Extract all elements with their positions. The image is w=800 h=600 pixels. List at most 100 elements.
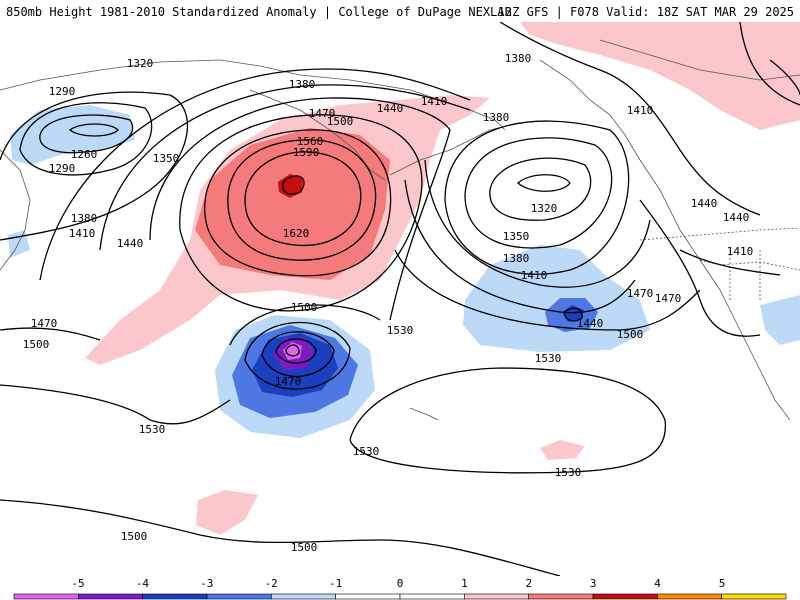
contour-label: 1440 — [691, 197, 718, 210]
legend-swatch — [335, 593, 401, 600]
negative-anomaly-area — [10, 105, 135, 165]
contour-line — [0, 499, 561, 576]
negative-anomaly-area — [8, 230, 30, 258]
contour-line — [639, 199, 761, 337]
contour-label: 1290 — [49, 162, 76, 175]
contour-labels: 1320129012601290135013801410144013801470… — [23, 52, 754, 554]
contour-label: 1500 — [23, 338, 50, 351]
contour-line — [285, 344, 300, 357]
contour-line — [261, 331, 335, 377]
contour-line — [464, 137, 613, 249]
contour-label: 1380 — [503, 252, 530, 265]
positive-anomaly-area — [196, 490, 258, 535]
legend-swatch — [592, 593, 658, 600]
legend-tick-label: -3 — [200, 577, 213, 590]
legend-swatch — [271, 593, 336, 600]
contour-label: 1530 — [555, 466, 582, 479]
contour-line — [499, 22, 761, 216]
contour-line — [39, 68, 471, 281]
contour-line — [0, 327, 101, 341]
contour-label: 1440 — [577, 317, 604, 330]
header-bar: 850mb Height 1981-2010 Standardized Anom… — [0, 0, 800, 22]
contour-label: 1260 — [71, 148, 98, 161]
contour-label: 1410 — [421, 95, 448, 108]
contour-label: 1440 — [117, 237, 144, 250]
contour-label: 1530 — [139, 423, 166, 436]
legend-tick-label: -5 — [71, 577, 84, 590]
legend-tick-label: 3 — [590, 577, 597, 590]
contour-label: 1410 — [727, 245, 754, 258]
contour-label: 1500 — [327, 115, 354, 128]
contour-label: 1500 — [121, 530, 148, 543]
legend-tick-label: 1 — [461, 577, 468, 590]
contour-label: 1470 — [309, 107, 336, 120]
contour-label: 1470 — [275, 375, 302, 388]
legend-tick-label: 2 — [525, 577, 532, 590]
contour-line — [244, 321, 351, 390]
anomaly-shading — [8, 22, 800, 535]
contour-line — [564, 307, 583, 322]
contour-label: 1500 — [291, 301, 318, 314]
contour-line — [0, 384, 231, 425]
legend-tick-label: -4 — [136, 577, 150, 590]
contour-label: 1320 — [531, 202, 558, 215]
contour-line — [424, 159, 651, 288]
contour-line — [517, 174, 571, 192]
model-valid-time: 12Z GFS | F078 Valid: 18Z SAT MAR 29 202… — [497, 5, 794, 19]
contour-label: 1530 — [535, 352, 562, 365]
legend-swatch — [657, 593, 722, 600]
contour-line — [39, 114, 134, 154]
height-contours — [0, 22, 800, 576]
legend-tick-label: -2 — [265, 577, 278, 590]
contour-line — [489, 157, 592, 221]
contour-line — [282, 175, 305, 195]
contour-line — [19, 102, 153, 176]
contour-line — [0, 91, 189, 241]
contour-label: 1500 — [617, 328, 644, 341]
contour-label: 1350 — [153, 152, 180, 165]
map-canvas: 1320129012601290135013801410144013801470… — [0, 22, 800, 576]
legend-swatch — [78, 593, 143, 600]
contour-label: 1470 — [627, 287, 654, 300]
contour-line — [275, 338, 317, 364]
color-scale-legend: -5 -4 -3 -2 -1 0 1 2 3 4 5 — [13, 577, 787, 600]
contour-line — [394, 249, 701, 331]
contour-line — [244, 151, 362, 247]
legend-tick-label: 0 — [397, 577, 404, 590]
contour-label: 1500 — [291, 541, 318, 554]
contour-line — [739, 22, 800, 106]
legend-swatch — [464, 593, 529, 600]
map-title: 850mb Height 1981-2010 Standardized Anom… — [6, 5, 512, 19]
contour-label: 1320 — [127, 57, 154, 70]
contour-label: 1410 — [69, 227, 96, 240]
legend-swatch — [206, 593, 272, 600]
contour-label: 1560 — [297, 135, 324, 148]
contour-label: 1380 — [505, 52, 532, 65]
contour-line — [229, 304, 381, 346]
legend-swatch — [142, 593, 208, 600]
contour-label: 1410 — [627, 104, 654, 117]
contour-label: 1440 — [377, 102, 404, 115]
positive-anomaly-area — [540, 440, 585, 460]
contour-label: 1620 — [283, 227, 310, 240]
contour-label: 1440 — [723, 211, 750, 224]
legend-tick-label: 4 — [654, 577, 661, 590]
contour-line — [227, 139, 377, 261]
legend-swatch — [528, 593, 594, 600]
legend-swatch — [13, 593, 79, 600]
contour-line — [204, 129, 392, 277]
contour-line — [179, 114, 423, 312]
contour-label: 1350 — [503, 230, 530, 243]
positive-anomaly-area — [520, 22, 800, 130]
negative-anomaly-area — [760, 295, 800, 345]
contour-label: 1380 — [483, 111, 510, 124]
legend-tick-label: -1 — [329, 577, 342, 590]
contour-line — [68, 123, 119, 137]
legend-swatch — [399, 593, 465, 600]
contour-label: 1380 — [71, 212, 98, 225]
legend-tick-label: 5 — [719, 577, 726, 590]
contour-label: 1290 — [49, 85, 76, 98]
contour-label: 1530 — [353, 445, 380, 458]
contour-label: 1590 — [293, 146, 320, 159]
contour-line — [349, 367, 666, 474]
